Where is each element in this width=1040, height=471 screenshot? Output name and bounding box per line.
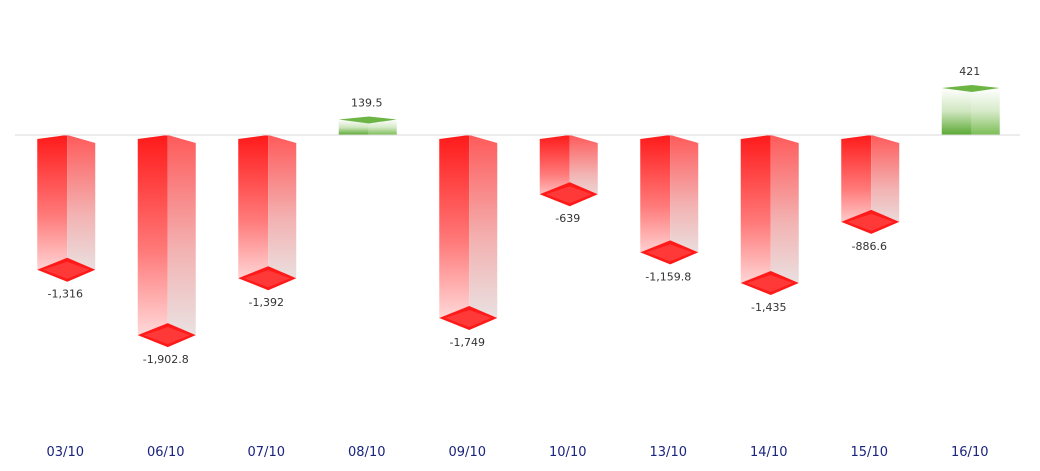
x-tick-label: 07/10	[248, 445, 285, 460]
value-label: -1,749	[450, 336, 485, 349]
bar-side-face	[167, 135, 196, 348]
value-label: 421	[959, 65, 980, 78]
value-label: -1,435	[751, 301, 786, 314]
bar-10-10	[539, 135, 598, 207]
bar-side-face	[770, 135, 799, 296]
bar-end-cap-highlight	[847, 213, 894, 231]
value-label: -639	[555, 212, 580, 225]
bar-end-cap-highlight	[646, 244, 693, 262]
bar-end-cap	[941, 85, 1000, 93]
bar-side-face	[871, 135, 900, 234]
bar-06-10	[137, 135, 196, 348]
value-label: 139.5	[351, 96, 383, 109]
bar-side-face	[368, 119, 397, 135]
bar-side-face	[67, 135, 96, 282]
bar-front-face	[841, 135, 872, 234]
bar-side-face	[670, 135, 699, 265]
x-tick-label: 03/10	[47, 445, 84, 460]
x-tick-label: 09/10	[449, 445, 486, 460]
bar-front-face	[37, 135, 68, 282]
bar-end-cap-highlight	[545, 186, 592, 204]
bar-front-face	[640, 135, 671, 265]
bar-side-face	[469, 135, 498, 331]
bar-09-10	[439, 135, 498, 331]
bar-front-face	[439, 135, 470, 331]
x-tick-label: 15/10	[851, 445, 888, 460]
value-label: -1,316	[48, 288, 83, 301]
bar-front-face	[740, 135, 771, 296]
bar-front-face	[941, 88, 972, 135]
value-label: -1,159.8	[645, 270, 691, 283]
bar-end-cap-highlight	[244, 270, 291, 288]
bar-side-face	[971, 88, 1000, 135]
x-axis: 03/10 06/10 07/10 08/10 09/10 10/10 13/10 14/10…	[47, 445, 989, 460]
bar-end-cap-highlight	[143, 327, 190, 345]
bar-end-cap-highlight	[43, 261, 90, 279]
bar-14-10	[740, 135, 799, 296]
bar-end-cap-highlight	[445, 310, 492, 328]
bars-layer	[37, 85, 1000, 348]
bar-front-face	[137, 135, 168, 348]
bar-15-10	[841, 135, 900, 234]
x-tick-label: 06/10	[147, 445, 184, 460]
x-tick-label: 13/10	[650, 445, 687, 460]
bar-08-10	[338, 116, 397, 135]
bar-front-face	[338, 119, 369, 135]
bar-end-cap	[338, 116, 397, 124]
bar-03-10	[37, 135, 96, 282]
bar-16-10	[941, 85, 1000, 135]
value-label: -1,392	[249, 296, 284, 309]
x-tick-label: 16/10	[951, 445, 988, 460]
value-label: -1,902.8	[143, 353, 189, 366]
value-labels-layer: -1,316 -1,902.8 -1,392 139.5 -1,749 -639 -1,15…	[48, 65, 981, 366]
value-label: -886.6	[852, 240, 887, 253]
bar-front-face	[238, 135, 269, 291]
bar-end-cap-highlight	[746, 275, 793, 293]
x-tick-label: 10/10	[549, 445, 586, 460]
bar-13-10	[640, 135, 699, 265]
x-tick-label: 08/10	[348, 445, 385, 460]
bar-07-10	[238, 135, 297, 291]
bar-side-face	[268, 135, 297, 291]
x-tick-label: 14/10	[750, 445, 787, 460]
